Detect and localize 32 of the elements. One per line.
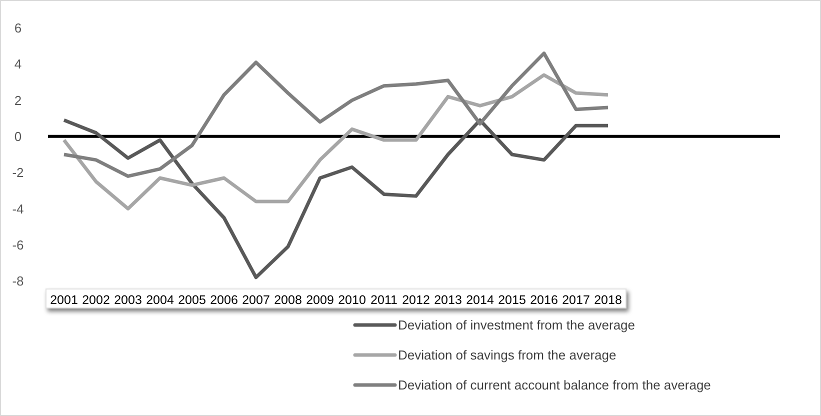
x-tick-label: 2017	[562, 293, 590, 307]
x-tick-label: 2018	[594, 293, 622, 307]
line-series	[62, 118, 610, 280]
legend-label: Deviation of investment from the average	[398, 318, 636, 333]
y-tick-label: -8	[12, 274, 24, 289]
y-tick-label: -6	[12, 237, 24, 252]
x-tick-label: 2001	[50, 293, 78, 307]
y-tick-label: -2	[12, 165, 24, 180]
x-tick-label: 2015	[498, 293, 526, 307]
legend-label: Deviation of savings from the average	[398, 348, 616, 363]
x-tick-label: 2004	[146, 293, 174, 307]
x-tick-label: 2014	[466, 293, 494, 307]
x-tick-label: 2002	[82, 293, 110, 307]
x-tick-label: 2003	[114, 293, 142, 307]
x-tick-label: 2007	[242, 293, 270, 307]
x-tick-label: 2016	[530, 293, 558, 307]
x-tick-label: 2011	[370, 293, 398, 307]
x-tick-label: 2005	[178, 293, 206, 307]
y-tick-label: 0	[14, 128, 22, 144]
y-tick-label: 4	[14, 56, 22, 72]
x-tick-label: 2010	[338, 293, 366, 307]
legend-label: Deviation of current account balance from the average	[398, 378, 711, 393]
line-series	[62, 52, 610, 178]
x-tick-label: 2013	[434, 293, 462, 307]
line-series	[62, 73, 610, 210]
y-tick-label: -4	[12, 201, 24, 216]
x-tick-label: 2008	[274, 293, 302, 307]
x-tick-label: 2012	[402, 293, 430, 307]
x-tick-label: 2006	[210, 293, 238, 307]
y-tick-label: 2	[14, 92, 22, 108]
y-tick-label: 6	[14, 20, 22, 36]
x-tick-label: 2009	[306, 293, 334, 307]
